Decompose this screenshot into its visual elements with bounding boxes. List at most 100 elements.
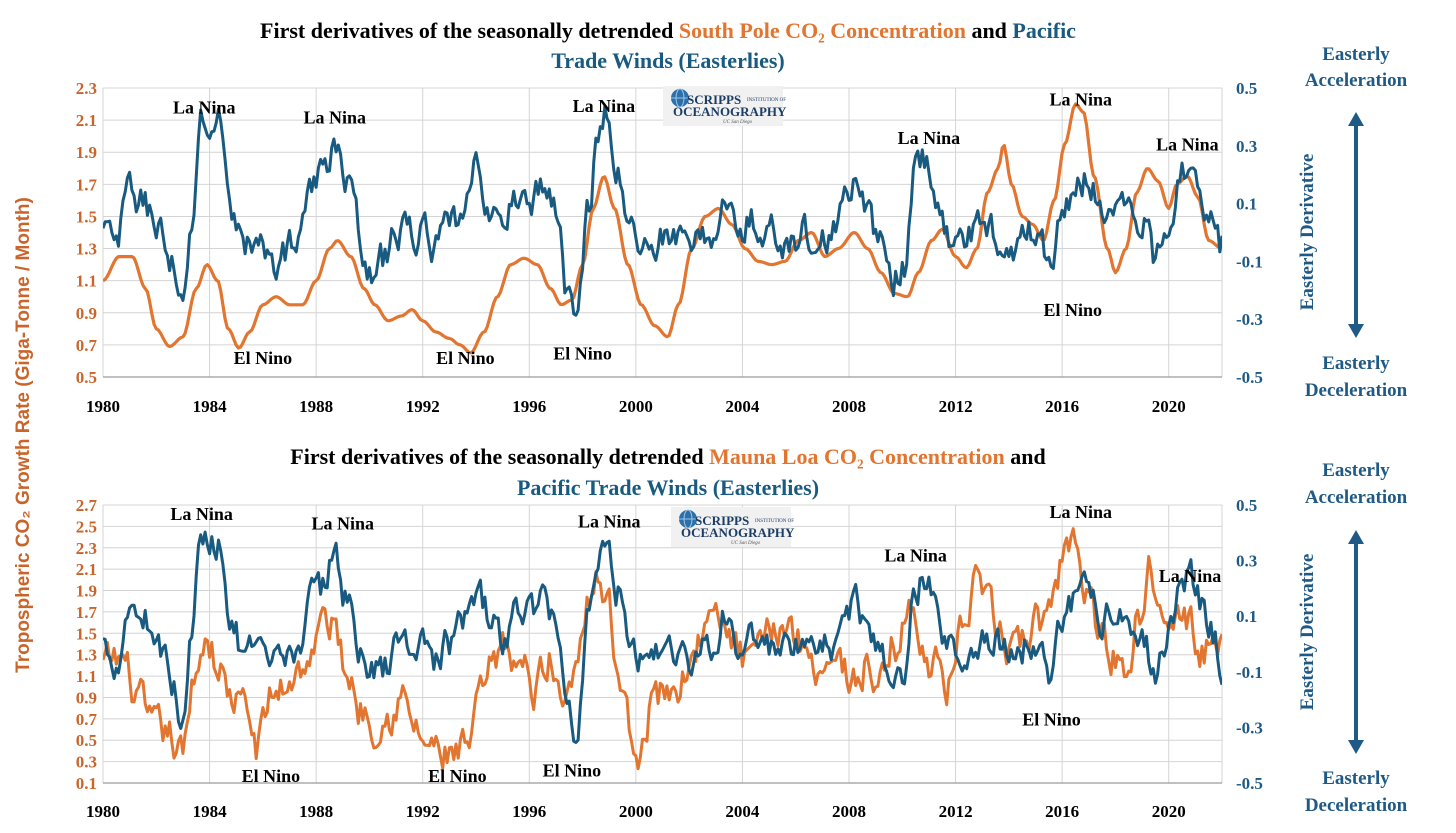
y-tick-label-left: 0.7 [76, 336, 98, 355]
x-tick-label: 2000 [619, 397, 653, 416]
arrow-head-up [1348, 112, 1364, 126]
y-tick-label-left: 1.9 [76, 143, 97, 162]
note-line: Easterly [1322, 353, 1390, 374]
chart-title-line-1: First derivatives of the seasonally detr… [260, 18, 1076, 43]
y-tick-label-right: -0.1 [1236, 663, 1263, 682]
logo-text-oceanography: OCEANOGRAPHY [673, 104, 787, 119]
y-tick-label-right: 0.3 [1236, 137, 1257, 156]
y-axis-label-left: Tropospheric CO₂ Growth Rate (Giga-Tonne… [13, 197, 34, 673]
x-tick-label: 1992 [406, 802, 440, 821]
y-tick-label-left: 1.1 [76, 272, 97, 291]
x-tick-label: 1996 [512, 802, 546, 821]
annotation-la-nina: La Nina [1050, 502, 1113, 522]
y-tick-label-left: 1.3 [76, 646, 97, 665]
note-line: Acceleration [1305, 70, 1408, 91]
y-tick-label-left: 1.7 [76, 175, 98, 194]
gridlines [102, 504, 1223, 784]
annotation-la-nina: La Nina [173, 98, 236, 118]
annotation-la-nina: La Nina [1159, 566, 1222, 586]
x-tick-label: 1984 [193, 802, 228, 821]
y-tick-label-right: 0.1 [1236, 607, 1257, 626]
y-tick-label-right: -0.3 [1236, 310, 1263, 329]
x-tick-label: 2000 [619, 802, 653, 821]
chart-title-part: First derivatives of the seasonally detr… [290, 444, 709, 469]
x-tick-label: 2004 [725, 397, 760, 416]
x-tick-label: 1988 [299, 802, 333, 821]
logo-text-ucsd: UC San Diego [731, 541, 761, 546]
x-tick-label: 2012 [939, 397, 973, 416]
y-tick-label-left: 2.1 [76, 560, 97, 579]
y-tick-label-left: 0.1 [76, 774, 97, 793]
globe-logo-icon [679, 509, 697, 529]
x-tick-label: 2012 [939, 802, 973, 821]
y-tick-label-left: 1.9 [76, 582, 97, 601]
note-line: Acceleration [1305, 487, 1408, 508]
y-tick-label-left: 0.5 [76, 731, 97, 750]
y-tick-label-left: 2.5 [76, 517, 97, 536]
note-line: Deceleration [1305, 380, 1408, 401]
note-line: Easterly [1322, 460, 1390, 481]
logo-text-scripps: SCRIPPS [695, 513, 749, 528]
annotation-el-nino: El Nino [234, 348, 293, 368]
x-tick-label: 2008 [832, 397, 866, 416]
chart-title-part: Pacific Trade Winds (Easterlies) [517, 475, 819, 500]
chart-title-part: and [966, 18, 1012, 43]
logo-text-oceanography: OCEANOGRAPHY [681, 525, 795, 540]
x-tick-label: 2016 [1045, 397, 1079, 416]
note-line: Deceleration [1305, 795, 1408, 816]
shared-decorations: Tropospheric CO₂ Growth Rate (Giga-Tonne… [13, 197, 34, 673]
chart-title-part: and [1005, 444, 1046, 469]
arrow-head-up [1348, 530, 1364, 544]
chart-panel-1: First derivatives of the seasonally detr… [76, 18, 1408, 416]
chart-panel-2: First derivatives of the seasonally detr… [76, 444, 1408, 821]
x-tick-label: 2020 [1152, 397, 1186, 416]
arrow-head-down [1348, 324, 1364, 338]
logo-text-institution: INSTITUTION OF [747, 98, 786, 103]
x-tick-label: 2004 [725, 802, 760, 821]
note-line: Easterly [1322, 768, 1390, 789]
easterly-deceleration-note: Easterly Deceleration [1305, 768, 1408, 816]
chart-title-line-2: Trade Winds (Easterlies) [551, 48, 784, 73]
note-line: Easterly [1322, 44, 1390, 65]
annotation-el-nino: El Nino [428, 766, 487, 786]
annotation-el-nino: El Nino [242, 766, 301, 786]
y-tick-label-left: 2.7 [76, 496, 98, 515]
y-tick-label-left: 0.9 [76, 688, 97, 707]
x-tick-label: 1980 [86, 397, 120, 416]
y-tick-label-right: 0.5 [1236, 79, 1257, 98]
chart-panels: First derivatives of the seasonally detr… [76, 18, 1408, 821]
y-tick-label-right: 0.1 [1236, 195, 1257, 214]
annotation-el-nino: El Nino [436, 348, 495, 368]
annotation-la-nina: La Nina [898, 128, 961, 148]
y-tick-label-left: 1.5 [76, 624, 97, 643]
y-tick-label-right: 0.5 [1236, 496, 1257, 515]
y-tick-label-left: 1.1 [76, 667, 97, 686]
logo-text-institution: INSTITUTION OF [755, 519, 794, 524]
chart-title-line-1: First derivatives of the seasonally detr… [290, 444, 1045, 469]
chart-title-part: First derivatives of the seasonally detr… [260, 18, 679, 43]
series-line-wind [103, 105, 1222, 317]
y-tick-label-right: -0.5 [1236, 368, 1263, 387]
series-line-co2 [103, 527, 1222, 771]
x-tick-label: 2016 [1045, 802, 1079, 821]
annotation-la-nina: La Nina [1050, 90, 1113, 110]
y-tick-label-left: 1.3 [76, 240, 97, 259]
y-tick-label-left: 1.5 [76, 207, 97, 226]
y-tick-label-left: 2.1 [76, 111, 97, 130]
y-tick-label-left: 0.9 [76, 304, 97, 323]
x-tick-label: 1984 [193, 397, 228, 416]
annotation-el-nino: El Nino [1022, 709, 1081, 729]
annotation-la-nina: La Nina [573, 96, 636, 116]
annotation-la-nina: La Nina [170, 504, 233, 524]
y-tick-label-right: -0.5 [1236, 774, 1263, 793]
annotation-la-nina: La Nina [312, 514, 375, 534]
logo-text-scripps: SCRIPPS [687, 92, 741, 107]
easterly-acceleration-note: Easterly Acceleration [1305, 44, 1408, 91]
annotation-el-nino: El Nino [1044, 300, 1103, 320]
series-line-wind [103, 530, 1222, 744]
y-tick-label-left: 0.5 [76, 368, 97, 387]
annotation-la-nina: La Nina [884, 546, 947, 566]
y-tick-label-left: 0.7 [76, 710, 98, 729]
